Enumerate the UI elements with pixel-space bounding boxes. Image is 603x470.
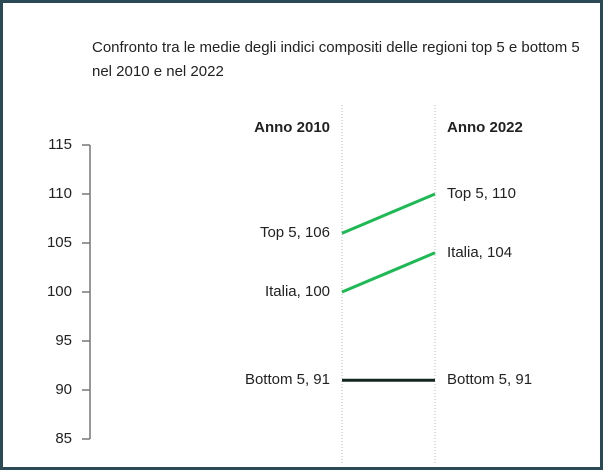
slope-line	[341, 192, 436, 235]
y-tick-label: 85	[55, 430, 72, 447]
data-label: Bottom 5, 91	[447, 371, 532, 388]
column-header: Anno 2022	[447, 119, 523, 136]
y-tick-label: 105	[47, 234, 72, 251]
y-tick-label: 90	[55, 381, 72, 398]
data-label: Bottom 5, 91	[245, 371, 330, 388]
data-label: Italia, 100	[265, 283, 330, 300]
data-label: Top 5, 106	[260, 224, 330, 241]
data-label: Top 5, 110	[447, 185, 516, 202]
chart-title: Confronto tra le medie degli indici comp…	[92, 39, 580, 80]
y-tick-label: 100	[47, 283, 72, 300]
data-label: Italia, 104	[447, 244, 512, 261]
y-tick-label: 115	[48, 136, 72, 153]
slope-line	[341, 251, 436, 294]
y-tick-label: 95	[55, 332, 72, 349]
column-header: Anno 2010	[254, 119, 330, 136]
y-tick-label: 110	[48, 185, 72, 202]
